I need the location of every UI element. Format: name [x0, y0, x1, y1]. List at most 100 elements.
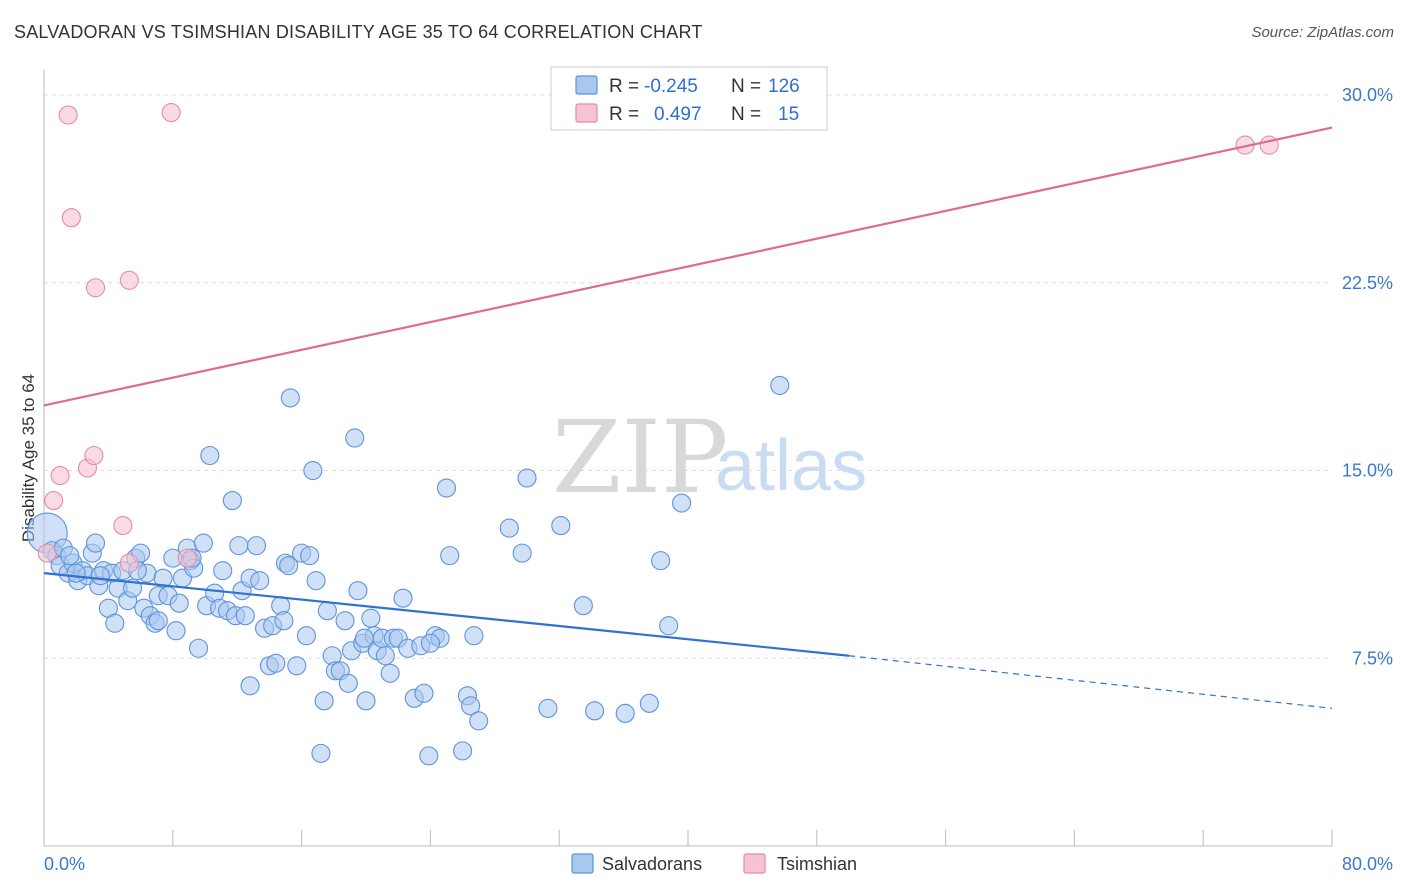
point-salvadorans	[105, 613, 125, 633]
point-salvadorans	[354, 628, 374, 648]
y-axis-label: Disability Age 35 to 64	[19, 374, 38, 542]
grid-lines	[44, 94, 1332, 659]
point-tsimshian	[58, 105, 78, 125]
trend-line-salvadorans	[43, 572, 850, 657]
point-salvadorans	[348, 581, 368, 601]
legend-n-value-salvadorans: 126	[768, 76, 800, 97]
point-salvadorans	[317, 601, 337, 621]
point-tsimshian	[161, 103, 181, 123]
point-salvadorans	[615, 703, 635, 723]
point-salvadorans	[414, 683, 434, 703]
legend-swatch-salvadorans	[575, 75, 598, 95]
point-salvadorans	[469, 711, 489, 731]
y-tick-label: 7.5%	[1352, 648, 1393, 668]
point-salvadorans	[436, 478, 457, 498]
point-salvadorans	[573, 596, 593, 616]
point-salvadorans	[169, 593, 189, 613]
point-salvadorans	[246, 536, 267, 556]
point-salvadorans	[345, 428, 365, 448]
point-salvadorans	[461, 696, 481, 716]
legend-n-label-tsimshian: N =	[731, 104, 761, 125]
point-salvadorans	[517, 468, 537, 488]
point-salvadorans	[393, 588, 413, 608]
point-salvadorans	[420, 633, 440, 653]
point-salvadorans	[287, 656, 307, 676]
point-salvadorans	[66, 563, 86, 583]
legend-r-value-salvadorans: -0.245	[644, 76, 698, 97]
legend-r-label-salvadorans: R =	[609, 76, 639, 97]
point-tsimshian	[85, 278, 106, 298]
point-tsimshian	[177, 548, 197, 568]
point-tsimshian	[37, 543, 57, 563]
point-salvadorans	[651, 551, 671, 571]
trend-lines	[43, 126, 1333, 709]
point-salvadorans	[551, 516, 571, 536]
point-tsimshian	[113, 516, 133, 536]
point-tsimshian	[119, 553, 139, 573]
point-salvadorans	[296, 626, 316, 646]
point-salvadorans	[222, 491, 242, 511]
point-salvadorans	[85, 533, 106, 553]
point-salvadorans	[499, 518, 519, 538]
point-salvadorans	[453, 741, 473, 761]
point-salvadorans	[380, 663, 400, 683]
point-salvadorans	[166, 621, 186, 641]
point-salvadorans	[250, 571, 270, 591]
bottom-legend-swatch-salvadorans	[571, 853, 594, 874]
point-salvadorans	[213, 561, 233, 581]
point-salvadorans	[419, 746, 439, 766]
point-tsimshian	[61, 208, 81, 228]
point-tsimshian	[44, 491, 64, 511]
point-salvadorans	[512, 543, 532, 563]
bottom-legend-swatch-tsimshian	[743, 853, 766, 874]
legend-n-value-tsimshian: 15	[778, 104, 799, 125]
bottom-legend-label-salvadorans: Salvadorans	[602, 854, 702, 874]
legend-r-label-tsimshian: R =	[609, 104, 639, 125]
point-salvadorans	[672, 493, 692, 513]
point-salvadorans	[280, 388, 300, 408]
point-salvadorans	[235, 606, 255, 626]
trend-line-tsimshian	[43, 126, 1333, 407]
point-tsimshian	[119, 270, 139, 290]
y-tick-label: 30.0%	[1342, 85, 1393, 105]
bottom-legend-label-tsimshian: Tsimshian	[777, 854, 857, 874]
point-salvadorans	[306, 571, 326, 591]
point-salvadorans	[193, 533, 213, 553]
point-salvadorans	[189, 638, 209, 658]
point-tsimshian	[84, 445, 104, 466]
bottom-legend: Salvadorans Tsimshian	[571, 853, 857, 874]
point-salvadorans	[300, 546, 320, 566]
point-salvadorans	[538, 698, 558, 718]
chart-title: SALVADORAN VS TSIMSHIAN DISABILITY AGE 3…	[14, 22, 703, 42]
y-tick-label: 15.0%	[1342, 461, 1393, 481]
trend-line-salvadorans-projection	[848, 655, 1333, 709]
series-tsimshian	[37, 103, 1279, 573]
legend-n-label-salvadorans: N =	[731, 76, 761, 97]
y-tick-label: 22.5%	[1342, 273, 1393, 293]
point-salvadorans	[274, 611, 294, 631]
point-salvadorans	[440, 546, 460, 566]
point-salvadorans	[464, 626, 484, 646]
series-salvadorans	[26, 375, 790, 766]
point-salvadorans	[338, 673, 358, 693]
point-salvadorans	[266, 653, 286, 673]
point-tsimshian	[50, 465, 70, 486]
point-salvadorans	[585, 701, 605, 721]
point-salvadorans	[303, 460, 323, 481]
point-salvadorans	[279, 556, 299, 576]
point-salvadorans	[200, 445, 220, 466]
point-salvadorans	[639, 693, 659, 713]
legend-swatch-tsimshian	[575, 103, 598, 123]
x-tick-label-max: 80.0%	[1342, 854, 1393, 874]
x-tick-label-min: 0.0%	[44, 854, 85, 874]
point-salvadorans	[335, 611, 355, 631]
x-ticks	[43, 830, 1333, 846]
stats-legend: R = -0.245 N = 126 R = 0.497 N = 15	[550, 66, 828, 131]
point-salvadorans	[375, 646, 395, 666]
point-salvadorans	[60, 546, 80, 566]
point-salvadorans	[659, 616, 679, 636]
point-salvadorans	[311, 743, 331, 763]
point-salvadorans	[90, 566, 110, 586]
point-salvadorans	[240, 676, 260, 696]
